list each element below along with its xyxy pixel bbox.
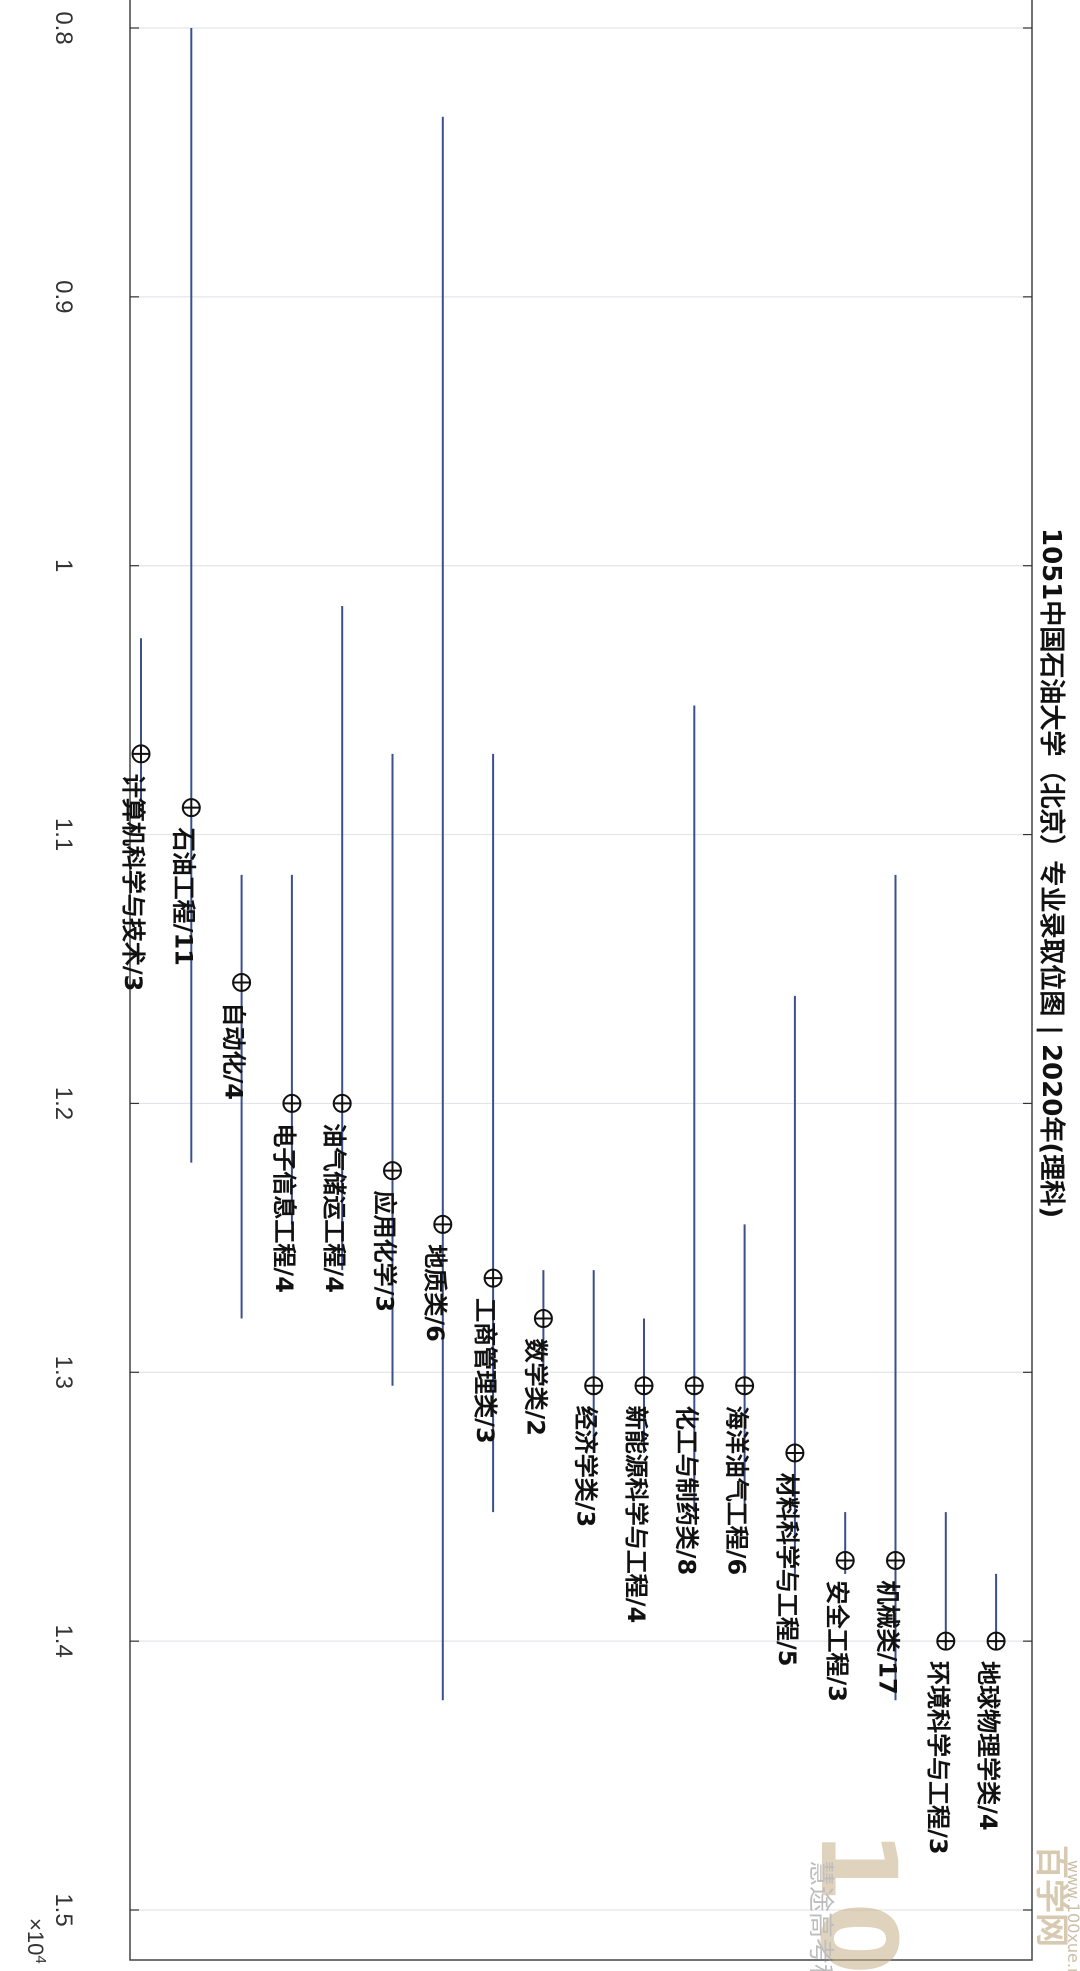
category-label: 数学类/2 (521, 1339, 549, 1436)
category-label: 应用化学/3 (371, 1191, 399, 1312)
data-point (936, 1631, 956, 1651)
tick-label: 1 (50, 559, 77, 572)
axis-multiplier: ×104 (23, 1918, 49, 1964)
data-point (584, 1376, 604, 1396)
data-point (282, 1093, 302, 1113)
category-labels: 计算机科学与技术/3 石油工程/11 自动化/4 电子信息工程/4 油气储运工程/4 应用… (119, 774, 1002, 1855)
data-point (835, 1550, 855, 1570)
category-label: 海洋油气工程/6 (723, 1406, 751, 1575)
data-point (735, 1376, 755, 1396)
data-point (232, 972, 252, 992)
watermark-url: www.100xue.net (1064, 1860, 1080, 1971)
tick-label: 0.8 (50, 11, 77, 44)
tick-label: 1.3 (50, 1356, 77, 1389)
tick-label: 1.5 (50, 1893, 77, 1926)
category-label: 安全工程/3 (823, 1580, 851, 1701)
data-point (483, 1268, 503, 1288)
category-label: 地球物理学类/4 (974, 1661, 1002, 1830)
category-label: 化工与制药类/8 (672, 1406, 700, 1575)
category-label: 自动化/4 (220, 1002, 248, 1099)
category-label: 工商管理类/3 (471, 1298, 499, 1443)
chart-title-group: 1051中国石油大学（北京）专业录取位图 | 2020年(理科) (1036, 528, 1067, 1218)
category-label: 地质类/6 (421, 1244, 449, 1341)
data-point (433, 1214, 453, 1234)
data-point (785, 1443, 805, 1463)
data-point (886, 1550, 905, 1570)
category-label: 油气储运工程/4 (320, 1123, 348, 1292)
tick-label: 1.4 (50, 1624, 77, 1657)
data-point (383, 1161, 402, 1181)
axis-multiplier-exponent: 4 (32, 1955, 49, 1963)
data-point (181, 798, 201, 818)
category-label: 经济学类/3 (572, 1406, 600, 1527)
tick-label: 1.2 (50, 1087, 77, 1120)
tick-label: 1.1 (50, 818, 77, 851)
axis-ticks: 0.8 0.9 1 1.1 1.2 1.3 1.4 1.5 (50, 11, 1032, 1927)
watermark: 100 百学网 www.100xue.net 慧途高考科学规划 (797, 1830, 1080, 1971)
grid-lines (130, 27, 1032, 1911)
plot-border (129, 0, 1033, 1961)
plot-frame (129, 0, 1033, 1961)
data-series (131, 28, 1006, 1701)
category-label: 环境科学与工程/3 (924, 1661, 952, 1854)
data-point (332, 1093, 352, 1113)
category-label: 机械类/17 (874, 1580, 902, 1694)
data-point (634, 1376, 654, 1396)
category-label: 新能源科学与工程/4 (622, 1406, 650, 1623)
axis-multiplier-label: ×104 (23, 1918, 49, 1964)
category-label: 电子信息工程/4 (270, 1123, 298, 1292)
data-point (684, 1376, 704, 1396)
data-point (131, 744, 151, 764)
watermark-account: 慧途高考科学规划 (805, 1860, 835, 1971)
category-label: 材料科学与工程/5 (773, 1473, 801, 1666)
watermark-logo: 100 (797, 1830, 919, 1971)
data-point (533, 1309, 553, 1329)
chart-title: 1051中国石油大学（北京）专业录取位图 | 2020年(理科) (1036, 528, 1067, 1218)
watermark-site: 百学网 (1031, 1845, 1071, 1947)
axis-multiplier-base: ×10 (23, 1918, 48, 1955)
data-point (986, 1631, 1006, 1651)
tick-label: 0.9 (50, 280, 77, 313)
category-label: 石油工程/11 (169, 827, 197, 966)
category-label: 计算机科学与技术/3 (119, 774, 147, 991)
